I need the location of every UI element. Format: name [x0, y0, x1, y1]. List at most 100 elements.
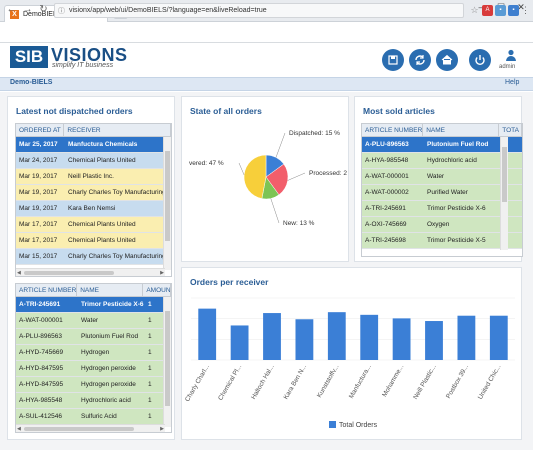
table-cell: Mar 17, 2017 — [19, 237, 58, 244]
column-header[interactable]: ARTICLE NUMBER — [362, 124, 424, 136]
panel-title: Most sold articles — [363, 106, 435, 116]
table-row[interactable]: A-TRI-245691 Trimor Pesticide X-6 — [362, 201, 522, 217]
table-row[interactable]: A-PLU-896563 Plutonium Fuel Rod — [362, 137, 522, 153]
table-row[interactable]: A-TRI-245698 Trimor Pesticide X-5 — [362, 233, 522, 249]
column-header[interactable]: NAME — [423, 124, 500, 136]
back-icon[interactable]: ← — [6, 4, 17, 15]
horizontal-scrollbar[interactable]: ◀ ▶ — [16, 268, 165, 276]
table-cell: Mar 24, 2017 — [19, 157, 58, 164]
x-tick-label: United Chic... — [477, 363, 503, 400]
table-cell: Plutonium Fuel Rod — [427, 141, 489, 148]
vertical-scrollbar[interactable] — [163, 297, 171, 427]
x-tick-label: Haltoch Hal... — [250, 363, 276, 400]
table-cell: Water — [81, 317, 99, 324]
table-row[interactable]: A-HYA-985548 Hydrochloric acid — [362, 153, 522, 169]
table-row[interactable]: A-OXI-745669 Oxygen — [362, 217, 522, 233]
table-row[interactable]: A-SUL-412546 Sulfuric Acid 1 — [16, 409, 171, 425]
table-row[interactable]: Mar 25, 2017 Manfuctura Chemicals — [16, 137, 171, 153]
pie-leader-line — [270, 198, 280, 224]
bar[interactable] — [457, 315, 476, 360]
column-header[interactable]: TOTA — [499, 124, 522, 136]
column-header[interactable]: AMOUNT — [143, 284, 171, 296]
extension-icon[interactable]: ▪ — [495, 5, 506, 16]
user-icon[interactable] — [505, 49, 517, 61]
minimize-icon[interactable]: – — [478, 2, 484, 12]
bar[interactable] — [263, 313, 281, 360]
table-row[interactable]: Mar 19, 2017 Kara Ben Nemsi — [16, 201, 171, 217]
vertical-scrollbar[interactable] — [163, 137, 171, 270]
table-row[interactable]: A-WAT-000002 Purified Water — [362, 185, 522, 201]
table-cell: Sulfuric Acid — [81, 413, 117, 420]
app-name: Demo-BIELS — [10, 79, 53, 86]
home-button[interactable] — [436, 49, 458, 71]
bar[interactable] — [295, 319, 314, 360]
save-button[interactable] — [382, 49, 404, 71]
sold-grid[interactable]: ARTICLE NUMBER NAME TOTA A-PLU-896563 Plu… — [361, 123, 523, 257]
pie-slice[interactable] — [265, 163, 289, 196]
refresh-button[interactable] — [409, 49, 431, 71]
pie-leader-line — [238, 162, 245, 176]
extension-icon[interactable]: ▪ — [508, 5, 519, 16]
pie-label: vered: 47 % — [189, 160, 224, 167]
table-cell: Trimor Pesticide X-6 — [81, 301, 144, 308]
vertical-scrollbar[interactable] — [500, 137, 508, 250]
table-row[interactable]: A-PLU-896563 Plutonium Fuel Rod 1 — [16, 329, 171, 345]
bar-chart: Charly Charl... Chemical Pl... Haltoch Hal… — [184, 297, 515, 429]
pie-slice[interactable] — [243, 154, 267, 199]
bar[interactable] — [230, 325, 249, 360]
close-window-icon[interactable]: ✕ — [517, 2, 525, 12]
table-row[interactable]: A-TRI-245691 Trimor Pesticide X-6 1 — [16, 297, 171, 313]
table-cell: A-HYD-745669 — [19, 349, 64, 356]
table-row[interactable]: Mar 17, 2017 Chemical Plants United — [16, 217, 171, 233]
bar[interactable] — [392, 318, 411, 360]
x-tick-label: Mohamme... — [381, 363, 405, 398]
bar[interactable] — [425, 321, 443, 360]
table-row[interactable]: Mar 19, 2017 Neill Plastic Inc. — [16, 169, 171, 185]
table-row[interactable]: A-HYD-847595 Hydrogen peroxide 1 — [16, 377, 171, 393]
adblock-icon[interactable]: A — [482, 5, 493, 16]
x-tick-label: Manfuctura... — [348, 363, 373, 400]
articles-grid[interactable]: ARTICLE NUMBER NAME AMOUNT A-TRI-245691 T… — [15, 283, 172, 433]
table-cell: 1 — [148, 397, 152, 404]
table-row[interactable]: Mar 24, 2017 Chemical Plants United — [16, 153, 171, 169]
column-header[interactable]: RECEIVER — [64, 124, 171, 136]
table-cell: Trimor Pesticide X-6 — [427, 205, 486, 212]
table-row[interactable]: A-HYD-847595 Hydrogen peroxide 1 — [16, 361, 171, 377]
table-cell: Purified Water — [427, 189, 468, 196]
table-cell: A-HYD-847595 — [19, 365, 64, 372]
home-icon — [441, 54, 453, 65]
grid-body: A-TRI-245691 Trimor Pesticide X-6 1 A-WAT-0… — [16, 297, 171, 425]
pie-leader-line — [287, 172, 306, 181]
bar[interactable] — [327, 312, 346, 360]
reload-icon[interactable]: ↻ — [39, 4, 48, 15]
table-row[interactable]: Mar 15, 2017 Charly Charles Toy Manufactu… — [16, 249, 171, 265]
bar[interactable] — [489, 315, 508, 360]
table-cell: Mar 19, 2017 — [19, 189, 58, 196]
logout-button[interactable] — [469, 49, 491, 71]
page-info-icon[interactable]: ⓘ — [58, 8, 65, 15]
bar[interactable] — [360, 314, 379, 360]
column-header[interactable]: ORDERED AT — [16, 124, 65, 136]
table-cell: Hydrogen peroxide — [81, 365, 136, 372]
menu-icon[interactable]: ⋮ — [521, 5, 530, 15]
table-row[interactable]: A-HYA-985548 Hydrochloric acid 1 — [16, 393, 171, 409]
column-header[interactable]: ARTICLE NUMBER — [16, 284, 78, 296]
help-link[interactable]: Help — [505, 79, 520, 86]
url-input[interactable]: visionx/app/web/ui/DemoBIELS/?language=e… — [54, 3, 464, 18]
table-row[interactable]: Mar 17, 2017 Chemical Plants United — [16, 233, 171, 249]
forward-icon[interactable]: → — [22, 4, 33, 15]
table-cell: A-PLU-896563 — [19, 333, 62, 340]
column-header[interactable]: NAME — [77, 284, 144, 296]
orders-grid[interactable]: ORDERED AT RECEIVER Mar 25, 2017 Manfuctu… — [15, 123, 172, 277]
table-row[interactable]: Mar 19, 2017 Charly Charles Toy Manufactu… — [16, 185, 171, 201]
table-row[interactable]: A-WAT-000001 Water — [362, 169, 522, 185]
table-row[interactable]: A-HYD-745669 Hydrogen 1 — [16, 345, 171, 361]
horizontal-scrollbar[interactable]: ◀ ▶ — [16, 424, 165, 432]
table-cell: Hydrogen — [81, 349, 110, 356]
table-row[interactable]: A-WAT-000001 Water 1 — [16, 313, 171, 329]
bar[interactable] — [198, 308, 217, 360]
table-cell: Manfuctura Chemicals — [68, 141, 138, 148]
bookmark-star-icon[interactable]: ☆ — [470, 5, 479, 15]
legend-label[interactable]: Total Orders — [339, 422, 378, 429]
logo: SIB — [10, 46, 48, 68]
